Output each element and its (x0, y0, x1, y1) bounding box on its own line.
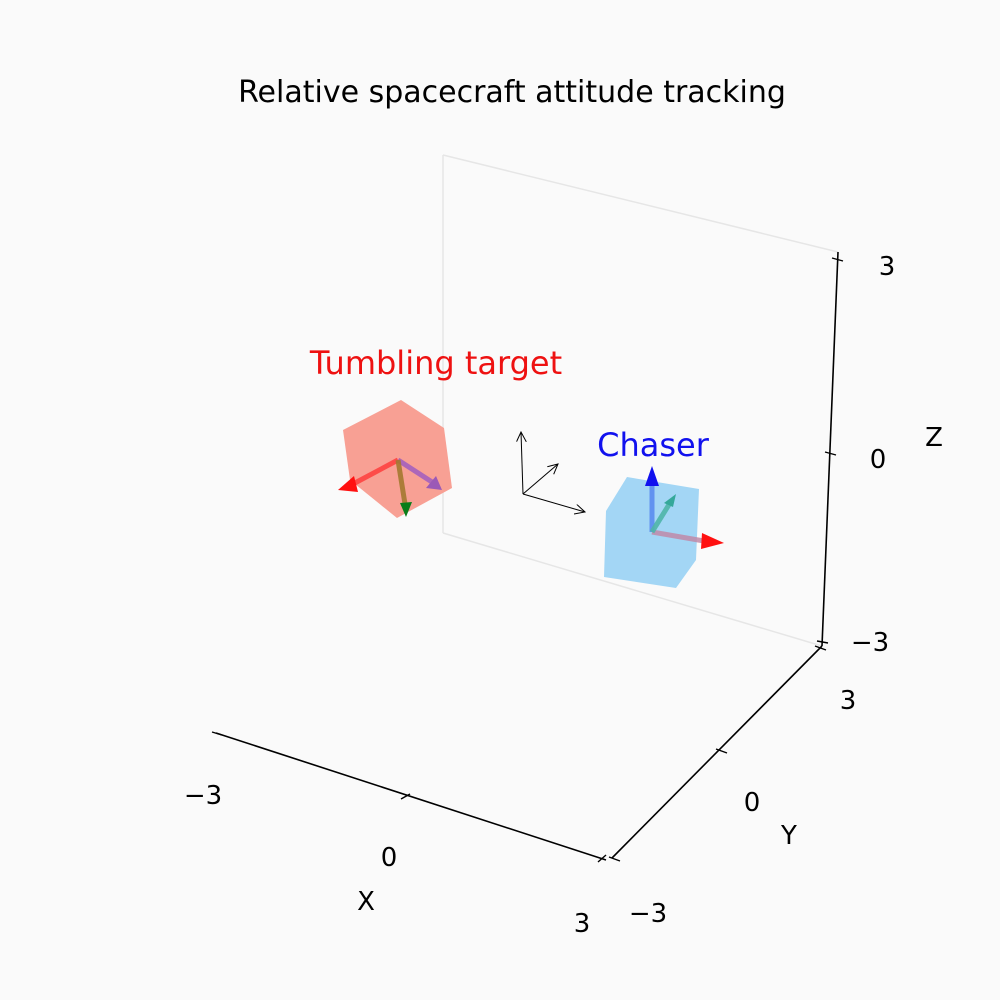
target-body (338, 400, 452, 518)
z-tick-neg3 (816, 640, 829, 644)
y-axis-line (611, 645, 823, 859)
z-tick-label: 3 (879, 252, 896, 282)
x-axis-line (215, 732, 607, 861)
chaser-x-axis (651, 529, 705, 544)
axis-ticks (211, 257, 844, 863)
x-tick-label: 0 (381, 843, 398, 873)
chaser-body (604, 466, 724, 588)
z-axis-line (821, 251, 839, 647)
axis-lines (215, 251, 839, 861)
x-tick-neg3 (211, 731, 223, 736)
reference-y-arrow (522, 464, 558, 495)
target-y-arrowhead (426, 476, 442, 490)
reference-z-arrow (521, 432, 523, 495)
target-z-axis (395, 459, 408, 505)
z-tick-label: −3 (851, 628, 889, 658)
y-axis-label: Y (780, 821, 797, 851)
reference-triad (521, 432, 585, 512)
target-x-axis (351, 457, 400, 487)
target-x-arrowhead (338, 476, 358, 492)
z-tick-0 (824, 451, 837, 456)
chaser-z-arrowhead (645, 466, 659, 486)
x-tick-label: −3 (184, 781, 222, 811)
y-tick-label: 0 (744, 788, 761, 818)
pane-edge-top (442, 154, 839, 253)
z-tick-label: 0 (870, 445, 887, 475)
x-tick-0 (400, 793, 411, 800)
y-tick-label: −3 (629, 899, 667, 929)
y-tick-3 (814, 645, 827, 651)
chaser-x-arrowhead (701, 533, 724, 549)
chaser-y-arrowhead (664, 494, 676, 507)
target-z-arrowhead (400, 502, 412, 517)
x-axis-label: X (357, 887, 375, 917)
tick-labels: −3 0 3 −3 0 3 −3 0 3 (184, 252, 895, 939)
target-label: Tumbling target (309, 344, 562, 382)
y-tick-neg3 (608, 856, 621, 862)
chart-title: Relative spacecraft attitude tracking (238, 75, 786, 110)
pane-edge-bottom (442, 532, 823, 647)
y-tick-label: 3 (840, 686, 857, 716)
z-tick-3 (831, 257, 844, 262)
z-axis-label: Z (925, 423, 943, 453)
target-cube (343, 400, 452, 518)
chaser-y-axis (649, 501, 673, 534)
chaser-label: Chaser (597, 426, 710, 464)
x-tick-label: 3 (574, 909, 591, 939)
x-tick-3 (597, 854, 607, 863)
chaser-cube (604, 477, 699, 588)
y-tick-0 (715, 748, 728, 754)
target-y-axis (396, 457, 434, 485)
axis-labels: X Y Z (357, 423, 943, 917)
reference-x-arrow (522, 493, 585, 512)
